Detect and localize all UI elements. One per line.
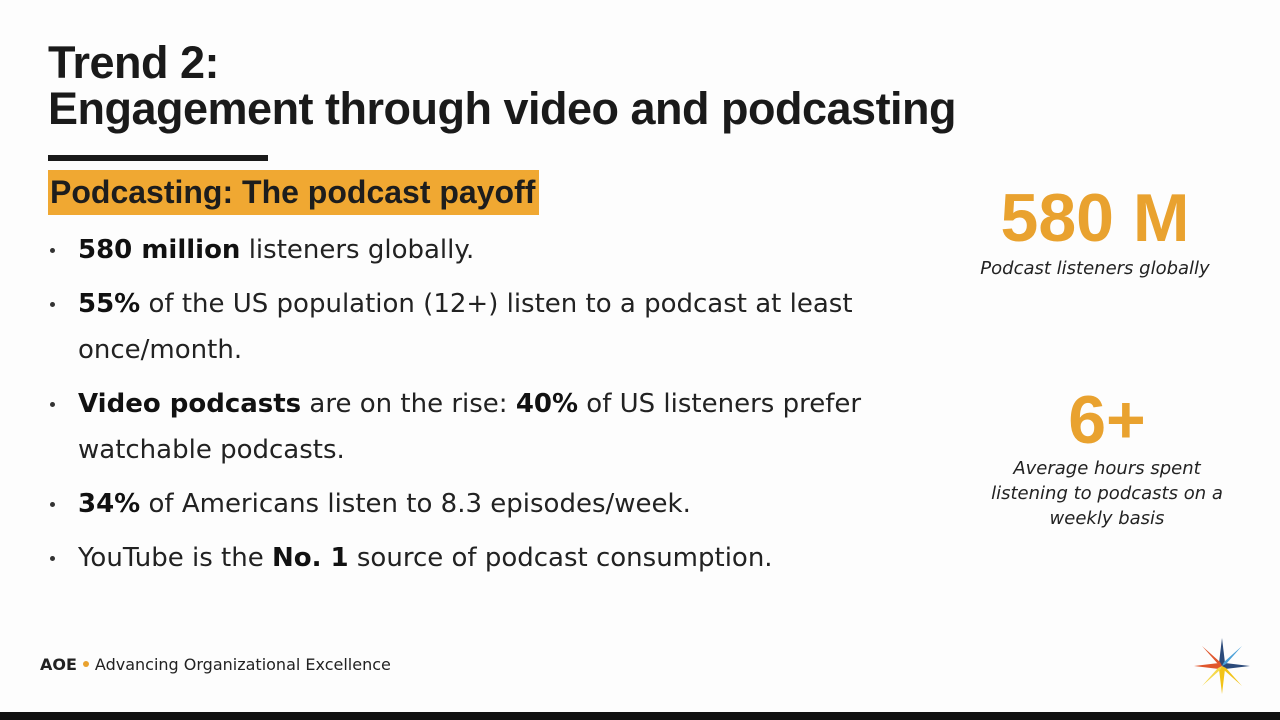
bullet: 580 million listeners globally. xyxy=(48,227,888,273)
logo-arrow xyxy=(1222,663,1250,669)
bullet: Video podcasts are on the rise: 40% of U… xyxy=(48,381,888,473)
stat: 6+ Average hours spent listening to podc… xyxy=(990,386,1224,531)
bullet-text: of US listeners prefer watchable podcast… xyxy=(78,389,862,465)
bullet-text: listeners globally. xyxy=(240,235,475,265)
bullet-list: 580 million listeners globally. 55% of th… xyxy=(48,227,888,589)
bullet-text: YouTube is the xyxy=(78,543,272,573)
logo-arrow xyxy=(1222,646,1242,666)
bullet-emphasis: No. 1 xyxy=(271,543,349,573)
stat-caption: Average hours spent listening to podcast… xyxy=(991,458,1223,529)
bullet-emphasis: 55% xyxy=(78,289,141,319)
logo xyxy=(1194,638,1250,694)
bullet-emphasis: 580 million xyxy=(78,235,241,265)
bullet-emphasis: Video podcasts xyxy=(78,389,302,419)
title-line: Engagement through video and podcasting xyxy=(48,83,957,134)
bullet-text: are on the rise: xyxy=(301,389,516,419)
logo-arrow xyxy=(1222,666,1242,686)
stat-value: 6+ xyxy=(1068,382,1146,458)
footer: AOE Advancing Organizational Excellence xyxy=(40,654,391,676)
subtitle: Podcasting: The podcast payoff xyxy=(48,170,540,215)
title: Trend 2: Engagement through video and po… xyxy=(48,37,957,134)
logo-arrow xyxy=(1219,666,1225,694)
stat-caption: Podcast listeners globally xyxy=(980,258,1210,279)
footer-dot xyxy=(82,661,89,667)
logo-arrow xyxy=(1194,663,1222,669)
bullet-text: of Americans listen to 8.3 episodes/week… xyxy=(140,489,691,519)
stat: 580 M Podcast listeners globally xyxy=(960,184,1230,281)
footer-tagline: Advancing Organizational Excellence xyxy=(94,655,391,674)
title-rule xyxy=(48,155,268,161)
bullet: YouTube is the No. 1 source of podcast c… xyxy=(48,535,888,581)
bullet: 34% of Americans listen to 8.3 episodes/… xyxy=(48,481,888,527)
bullet: 55% of the US population (12+) listen to… xyxy=(48,281,888,373)
footer-brand: AOE xyxy=(40,655,77,674)
logo-arrow xyxy=(1219,638,1225,666)
bullet-text: of the US population (12+) listen to a p… xyxy=(78,289,853,365)
bullet-emphasis: 40% xyxy=(515,389,579,419)
bullet-text: source of podcast consumption. xyxy=(348,543,773,573)
stat-value: 580 M xyxy=(1000,180,1190,256)
bullet-emphasis: 34% xyxy=(78,489,141,519)
bottom-bar xyxy=(0,712,1280,720)
logo-arrow xyxy=(1202,666,1222,686)
title-line: Trend 2: xyxy=(48,37,220,88)
logo-arrow xyxy=(1202,646,1222,666)
